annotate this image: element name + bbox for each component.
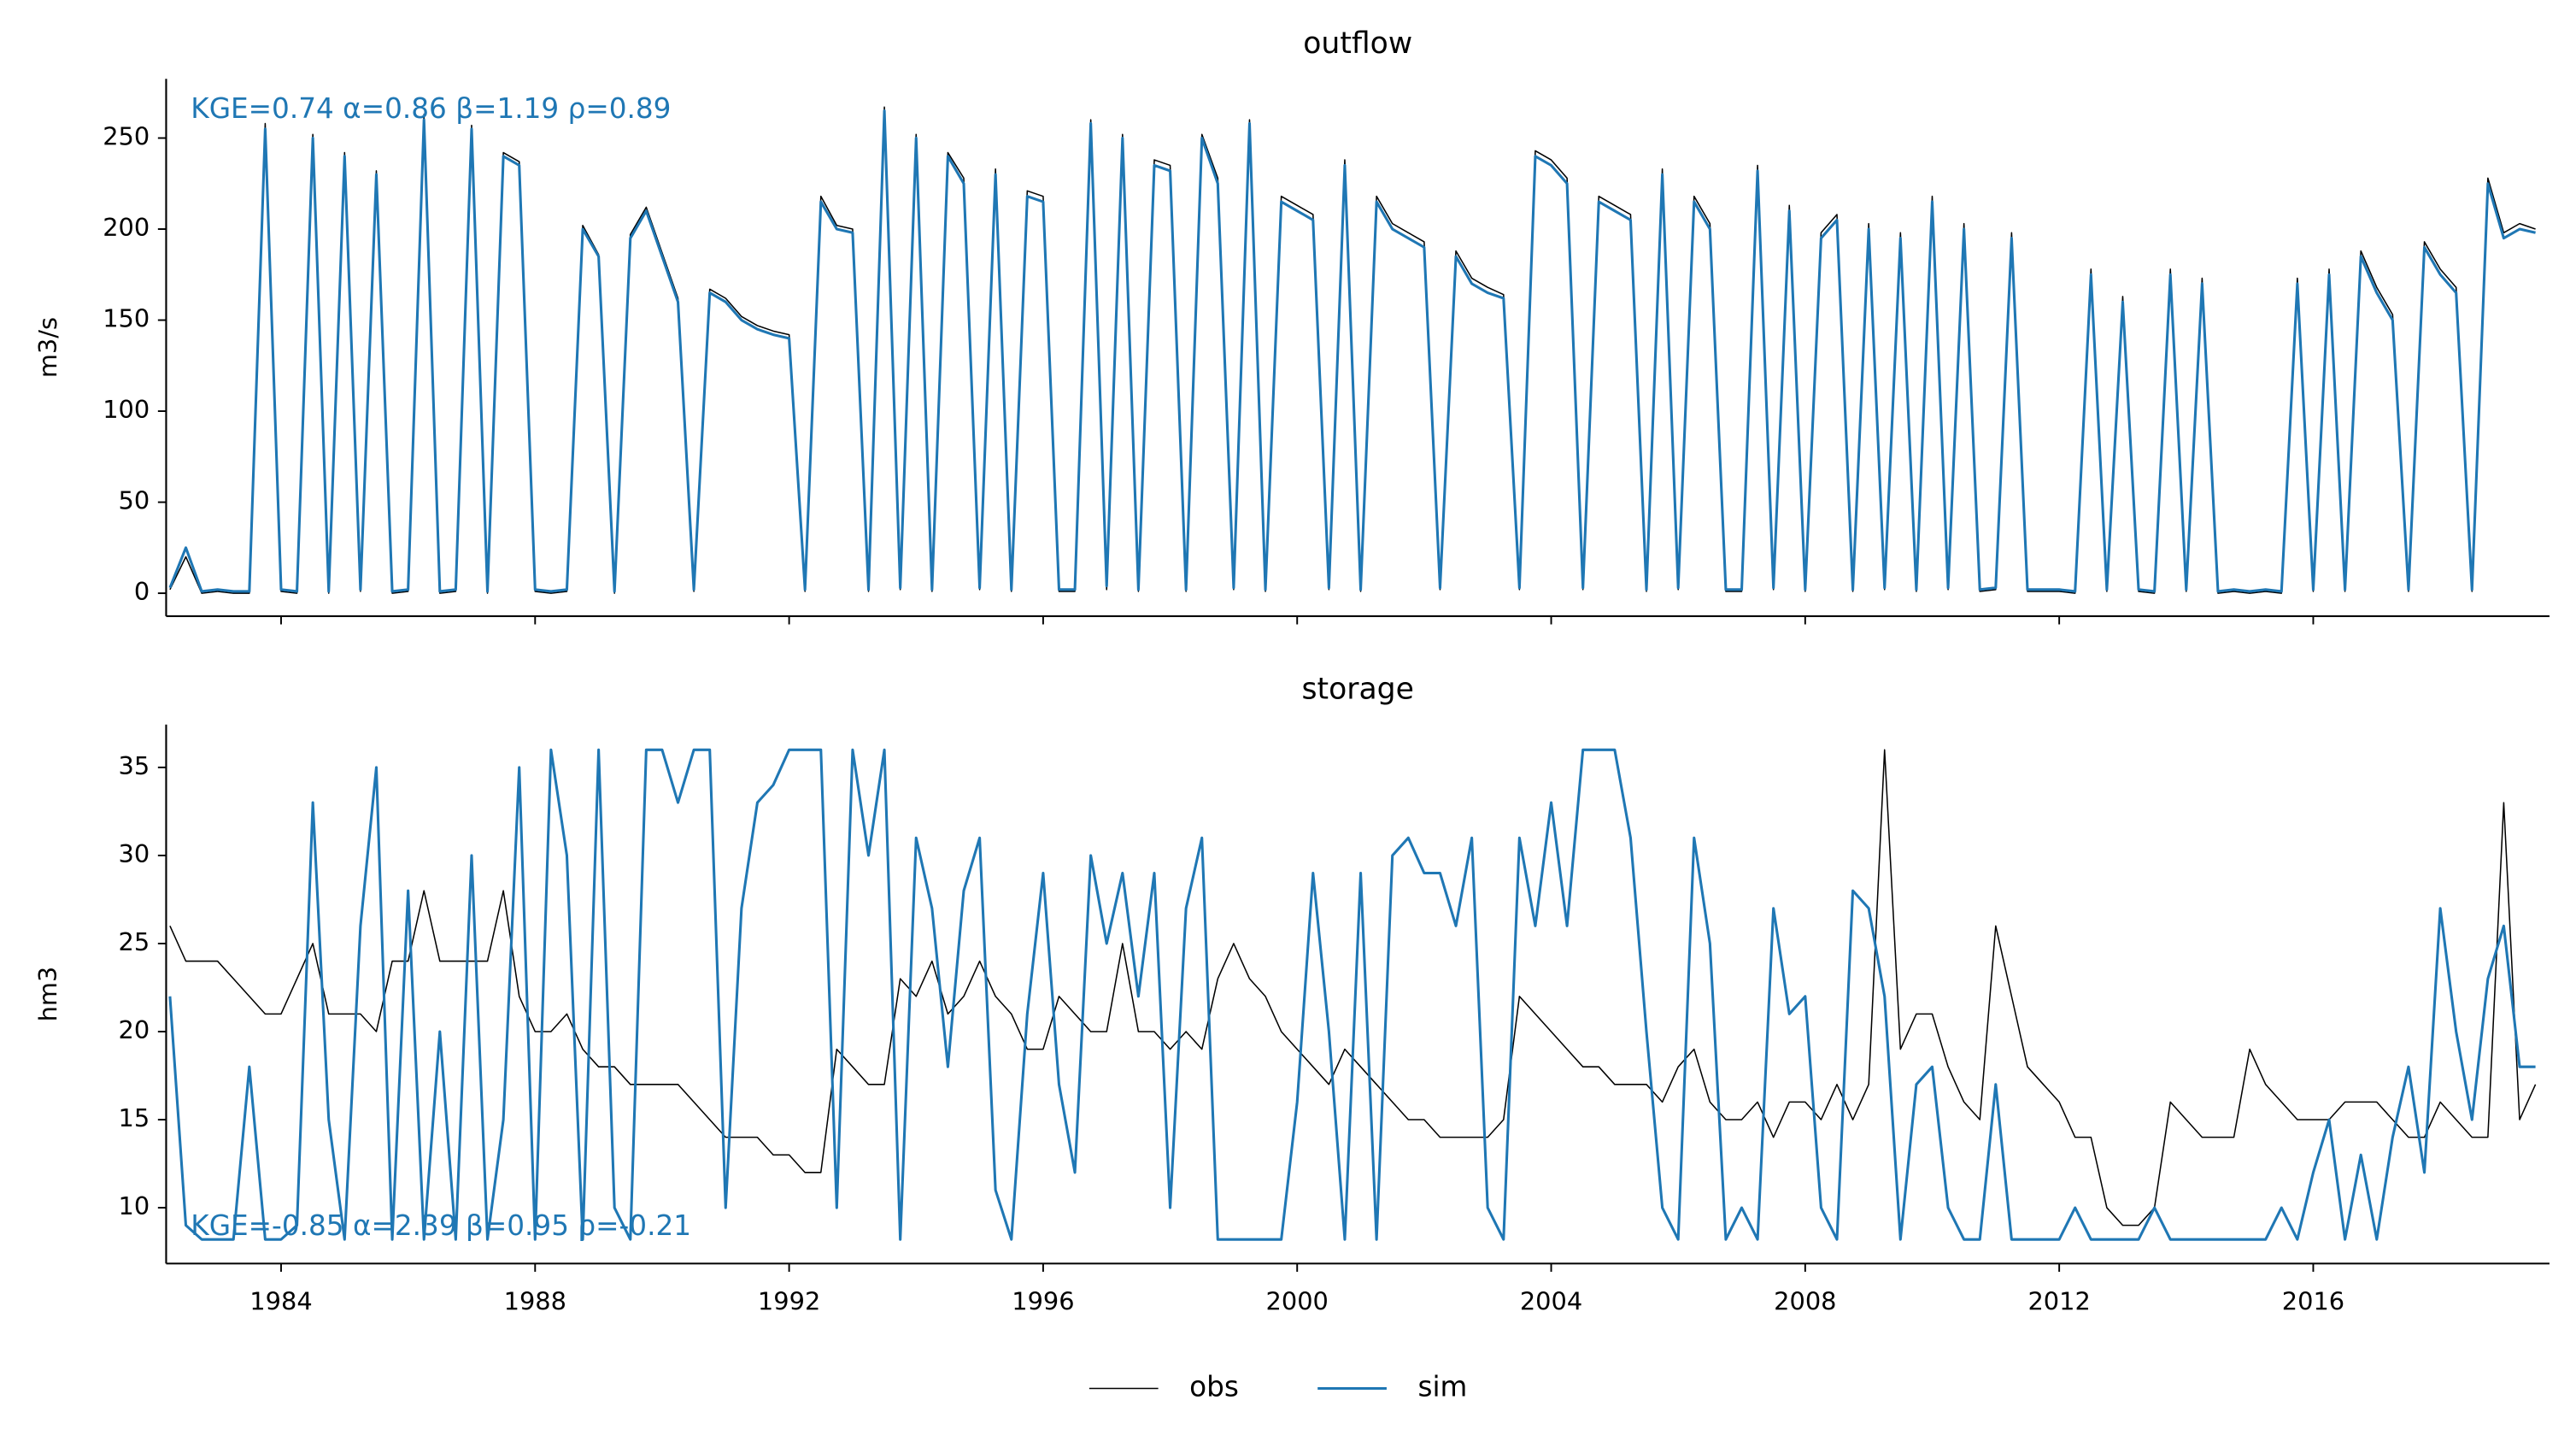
x-tick-label: 2008 [1774, 1287, 1836, 1316]
x-tick-label: 2012 [2027, 1287, 2090, 1316]
y-tick-label: 25 [119, 927, 150, 956]
y-axis-label: m3/s [33, 317, 62, 378]
x-tick-label: 2000 [1266, 1287, 1329, 1316]
y-tick-label: 250 [103, 122, 150, 151]
y-axis-label: hm3 [33, 967, 62, 1022]
x-tick-label: 1996 [1012, 1287, 1074, 1316]
x-tick-label: 2004 [1520, 1287, 1582, 1316]
y-tick-label: 20 [119, 1015, 150, 1044]
series-line [168, 109, 2536, 593]
x-tick-label: 2016 [2282, 1287, 2344, 1316]
subplot-title: outflow [1303, 26, 1412, 61]
series-line [168, 748, 2536, 1241]
legend-label: obs [1189, 1370, 1239, 1403]
x-tick-label: 1992 [758, 1287, 820, 1316]
y-tick-label: 15 [119, 1103, 150, 1132]
metrics-annotation: KGE=-0.85 α=2.39 β=0.95 ρ=-0.21 [191, 1209, 691, 1242]
plot-area [168, 748, 2537, 1241]
x-tick-label: 1988 [504, 1287, 566, 1316]
metrics-annotation: KGE=0.74 α=0.86 β=1.19 ρ=0.89 [191, 92, 671, 125]
y-tick-label: 10 [119, 1191, 150, 1220]
y-tick-label: 50 [119, 486, 150, 515]
plot-area [168, 106, 2536, 594]
legend-label: sim [1417, 1370, 1467, 1403]
y-tick-label: 200 [103, 213, 150, 242]
y-tick-label: 0 [134, 577, 150, 606]
y-tick-label: 150 [103, 304, 150, 333]
y-tick-label: 30 [119, 839, 150, 868]
y-tick-label: 100 [103, 395, 150, 424]
x-tick-label: 1984 [249, 1287, 312, 1316]
subplot-title: storage [1301, 672, 1413, 706]
y-tick-label: 35 [119, 751, 150, 780]
